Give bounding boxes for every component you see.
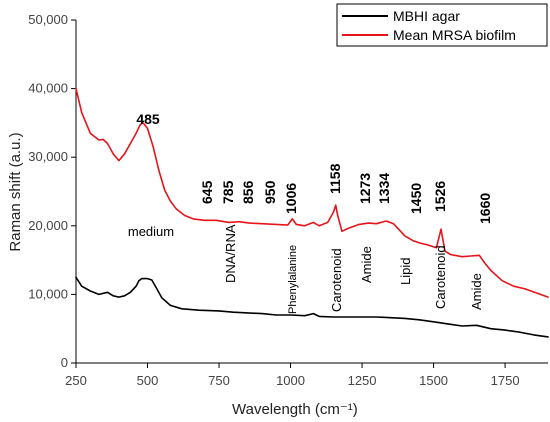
x-tick-label: 750 (208, 373, 230, 388)
y-tick-label: 30,000 (28, 149, 68, 164)
y-tick-label: 0 (61, 355, 68, 370)
peak-label-485: 485 (136, 111, 160, 127)
x-ticks: 250 500 750 1000 1250 1500 1750 (65, 363, 520, 388)
assignment-label-amide-1: Amide (359, 246, 374, 283)
x-tick-label: 1750 (491, 373, 520, 388)
series-line-0 (75, 276, 549, 338)
peak-label-1158: 1158 (327, 163, 343, 194)
assignment-label-carotenoid-1: Carotenoid (329, 248, 344, 312)
peak-label-1334: 1334 (376, 173, 392, 204)
peak-label-1526: 1526 (432, 181, 448, 212)
peak-label-950: 950 (262, 180, 278, 204)
peak-label-856: 856 (240, 180, 256, 204)
assignment-label-amide-2: Amide (469, 273, 484, 310)
legend-label-mbhi-agar: MBHI agar (393, 8, 460, 24)
y-tick-label: 50,000 (28, 12, 68, 27)
legend-label-mean-mrsa-biofilm: Mean MRSA biofilm (393, 27, 516, 43)
series-line-1 (75, 87, 549, 298)
y-tick-label: 20,000 (28, 218, 68, 233)
x-tick-label: 250 (65, 373, 87, 388)
y-ticks: 0 10,000 20,000 30,000 40,000 50,000 (28, 12, 76, 370)
assignment-label-phenylalanine: Phenylalanine (287, 245, 299, 314)
series-layer (75, 87, 549, 338)
x-tick-label: 500 (137, 373, 159, 388)
peak-label-785: 785 (220, 180, 236, 204)
assignment-label-carotenoid-2: Carotenoid (433, 245, 448, 309)
assignment-label-medium: medium (128, 224, 174, 239)
x-tick-label: 1250 (348, 373, 377, 388)
legend: MBHI agar Mean MRSA biofilm (336, 3, 548, 47)
peak-labels: 485 645 785 856 950 1006 1158 1273 1334 … (136, 111, 493, 224)
x-axis-title: Wavelength (cm⁻¹) (232, 401, 358, 418)
assignment-label-lipid: Lipid (398, 258, 413, 285)
x-tick-label: 1000 (276, 373, 305, 388)
assignment-labels: medium DNA/RNA Phenylalanine Carotenoid … (128, 224, 484, 314)
peak-label-1006: 1006 (283, 183, 299, 214)
y-axis-title: Raman shift (a.u.) (7, 132, 24, 251)
peak-label-1660: 1660 (477, 193, 493, 224)
assignment-label-dna-rna: DNA/RNA (223, 224, 238, 283)
y-tick-label: 10,000 (28, 286, 68, 301)
peak-label-1273: 1273 (357, 173, 373, 204)
legend-box (336, 3, 548, 47)
axes (75, 20, 548, 364)
y-tick-label: 40,000 (28, 81, 68, 96)
peak-label-1450: 1450 (408, 183, 424, 214)
x-tick-label: 1500 (419, 373, 448, 388)
peak-label-645: 645 (199, 180, 215, 204)
